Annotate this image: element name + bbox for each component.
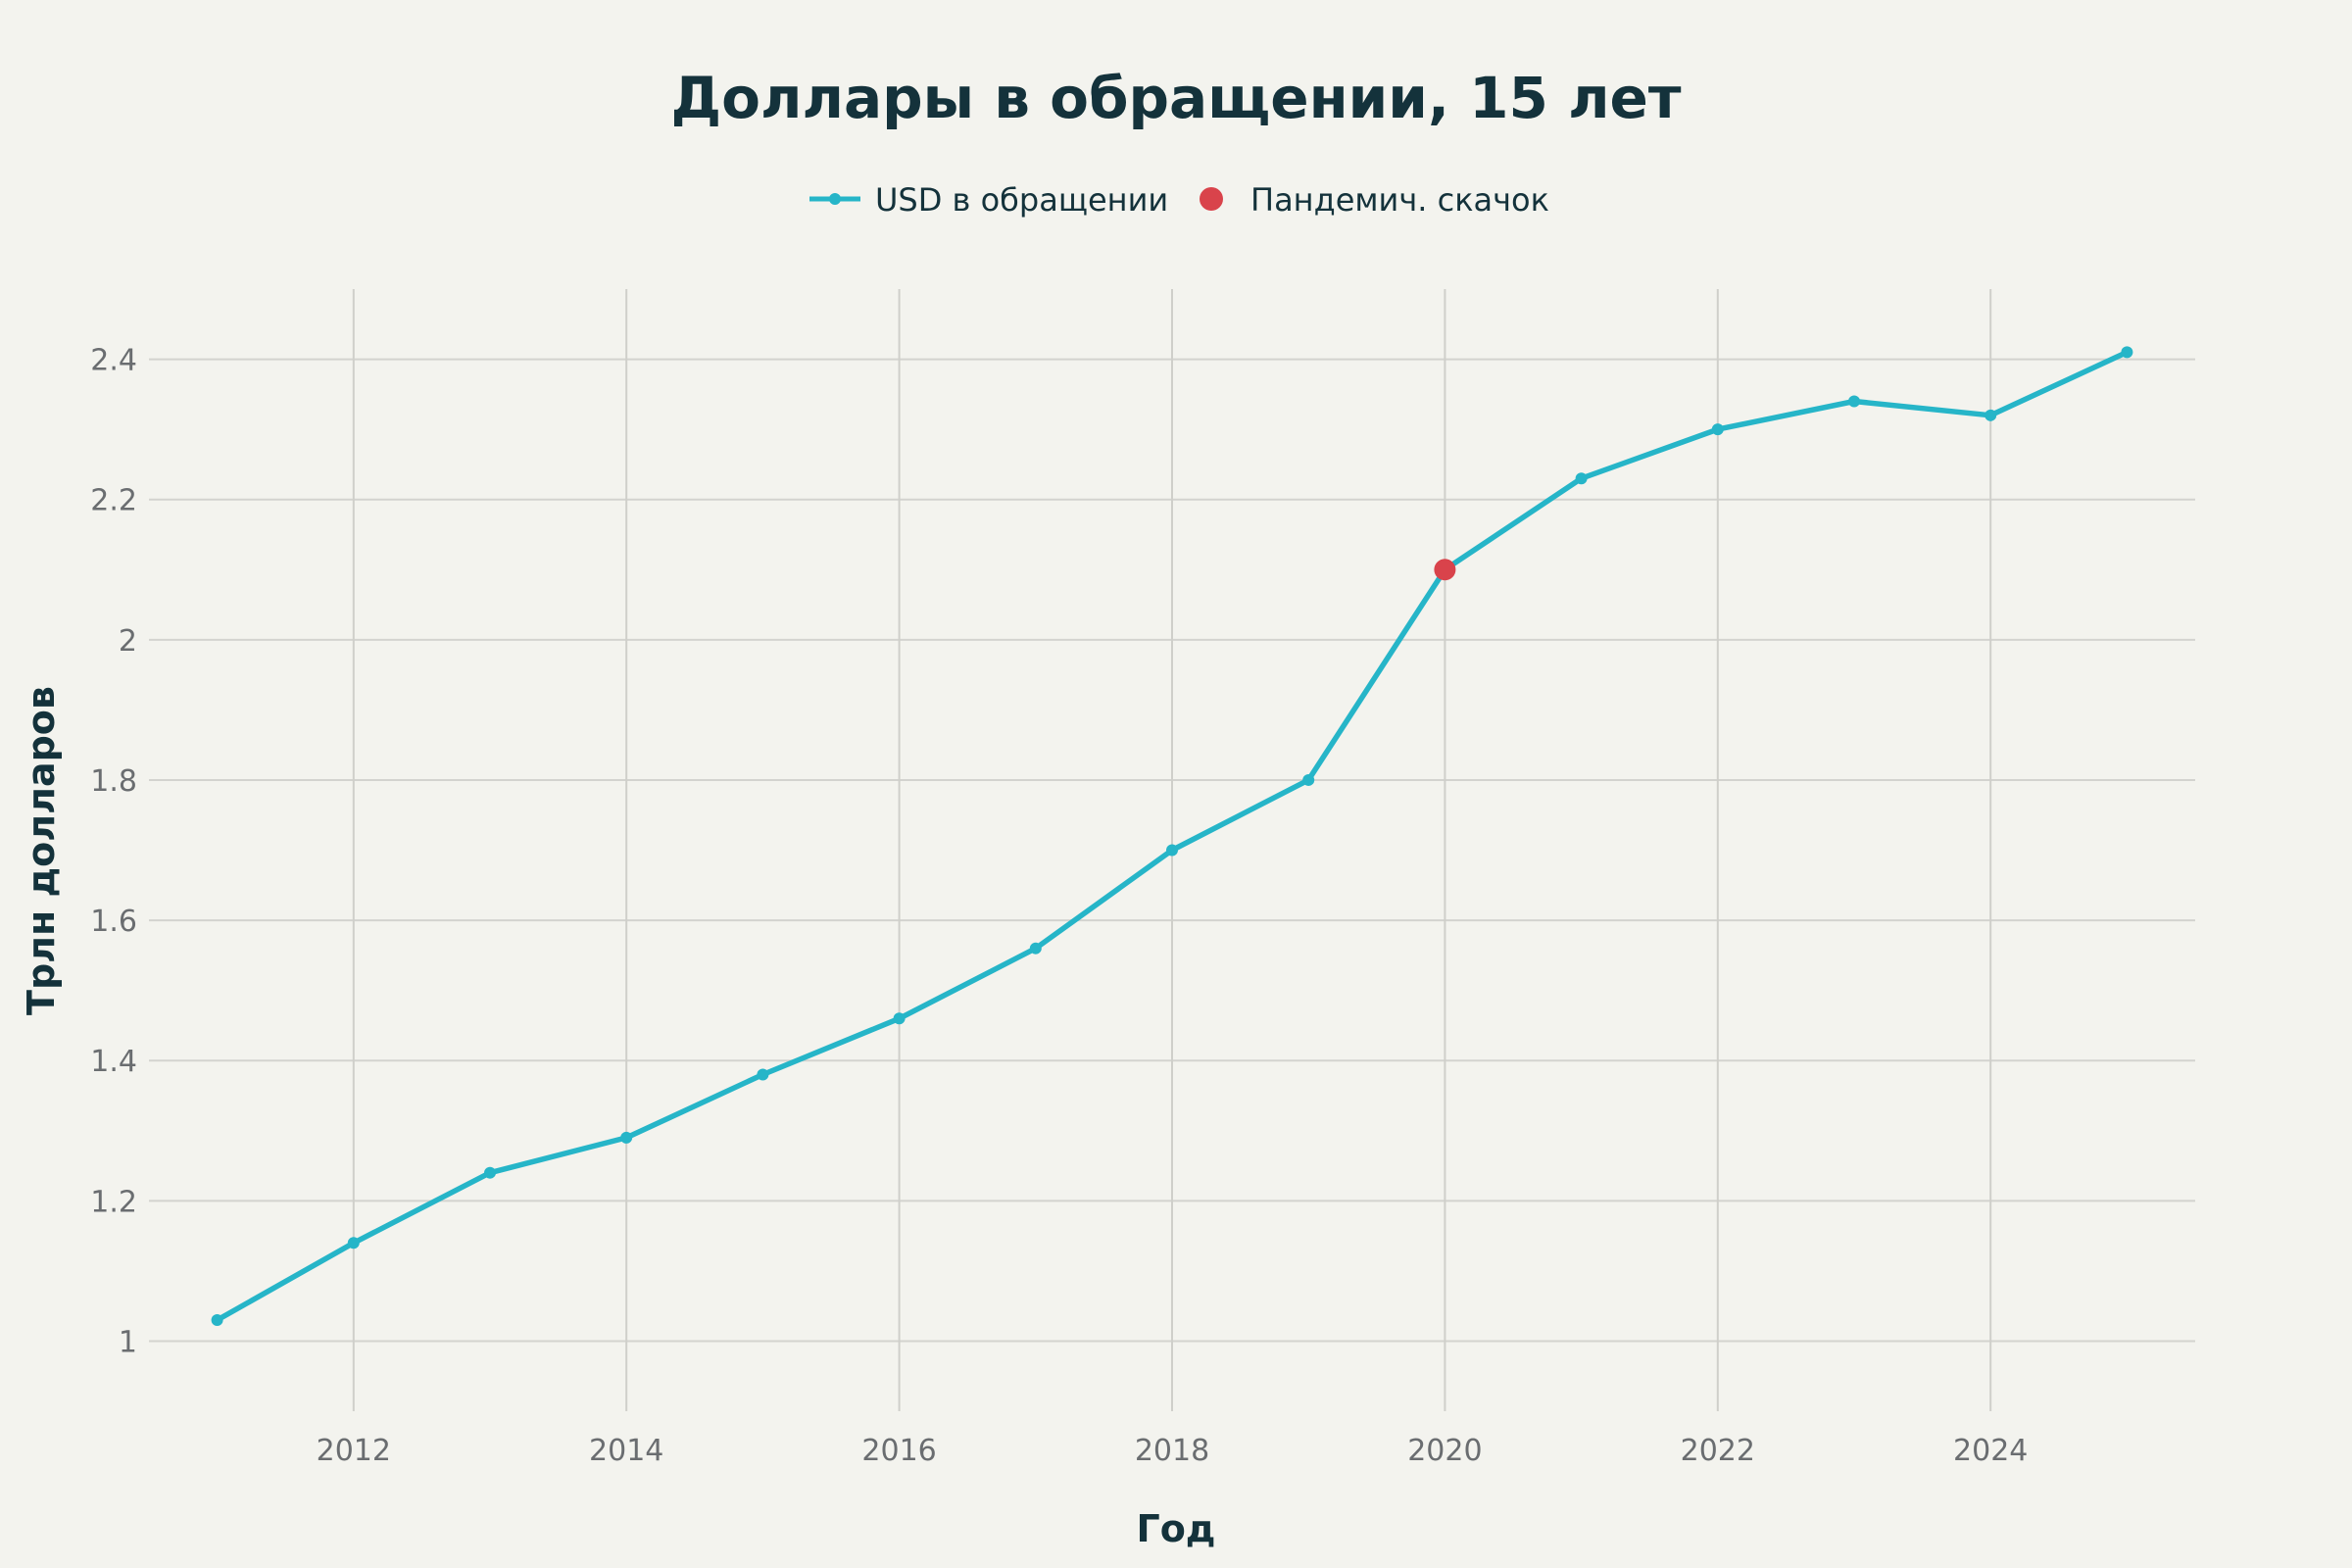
data-point xyxy=(1848,395,1860,408)
legend-item-highlight: Пандемич. скачок xyxy=(1200,181,1549,219)
y-axis-title: Трлн долларов xyxy=(20,686,63,1015)
legend-highlight-label: Пандемич. скачок xyxy=(1250,181,1549,219)
data-point xyxy=(2121,346,2133,359)
y-tick-label: 1 xyxy=(119,1325,137,1359)
y-tick-label: 1.2 xyxy=(90,1185,137,1219)
data-point xyxy=(757,1068,769,1081)
x-tick-label: 2024 xyxy=(1953,1434,2028,1468)
data-point xyxy=(347,1237,360,1250)
legend-item-series: USD в обращении xyxy=(809,181,1168,219)
data-point xyxy=(484,1166,496,1179)
y-tick-label: 2.2 xyxy=(90,484,137,518)
data-point xyxy=(1575,472,1588,485)
data-point xyxy=(893,1012,906,1025)
y-tick-label: 2 xyxy=(119,624,137,659)
axis-ticks: 1 1.2 1.4 1.6 1.8 2 2.2 2.4 2012 2014 2016 2018 2020… xyxy=(90,344,2028,1468)
legend-series-marker xyxy=(829,193,841,205)
x-tick-label: 2022 xyxy=(1681,1434,1755,1468)
x-tick-label: 2014 xyxy=(589,1434,663,1468)
data-point xyxy=(1029,942,1042,955)
y-tick-label: 2.4 xyxy=(90,344,137,378)
y-tick-label: 1.4 xyxy=(90,1045,137,1079)
x-tick-label: 2018 xyxy=(1135,1434,1209,1468)
chart-title: Доллары в обращении, 15 лет xyxy=(670,65,1681,131)
data-point xyxy=(1711,423,1724,436)
data-point xyxy=(1302,773,1315,786)
legend-series-label: USD в обращении xyxy=(875,181,1168,219)
y-tick-label: 1.6 xyxy=(90,905,137,939)
x-tick-label: 2012 xyxy=(317,1434,391,1468)
legend: USD в обращении Пандемич. скачок xyxy=(809,181,1549,219)
data-point xyxy=(211,1313,223,1326)
highlight-point-pandemic xyxy=(1434,559,1456,581)
x-axis-title: Год xyxy=(1136,1507,1215,1550)
data-point xyxy=(1166,844,1178,857)
series-layer xyxy=(211,346,2133,1326)
x-tick-label: 2020 xyxy=(1407,1434,1482,1468)
legend-highlight-marker xyxy=(1200,187,1223,211)
y-tick-label: 1.8 xyxy=(90,764,137,799)
data-point xyxy=(620,1131,633,1144)
x-tick-label: 2016 xyxy=(861,1434,936,1468)
data-point xyxy=(1984,409,1997,421)
